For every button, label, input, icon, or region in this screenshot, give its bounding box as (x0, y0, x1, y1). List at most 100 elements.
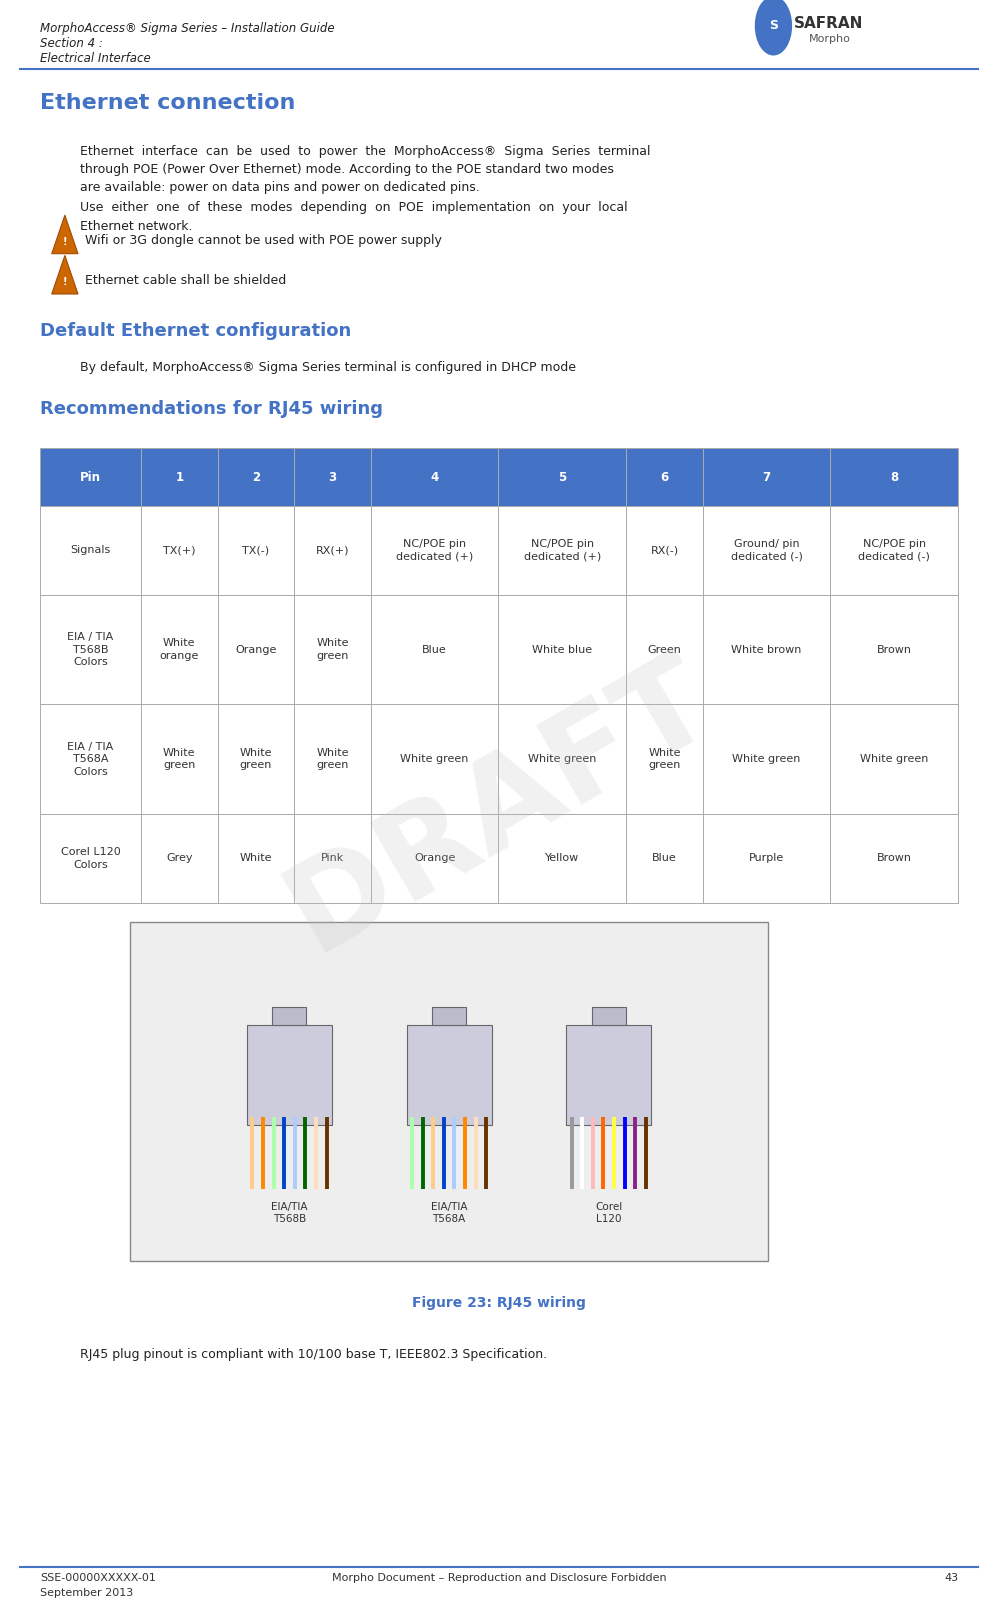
Bar (703, 814, 830, 903)
Text: RJ45 plug pinout is compliant with 10/100 base T, IEEE802.3 Specification.: RJ45 plug pinout is compliant with 10/10… (80, 1348, 547, 1361)
Bar (432, 1008, 466, 1025)
Bar (626, 704, 703, 814)
Text: Orange: Orange (414, 853, 455, 864)
Text: !: ! (63, 277, 67, 287)
Bar (371, 506, 498, 595)
Polygon shape (52, 255, 78, 293)
Text: Corel L120
Colors: Corel L120 Colors (61, 848, 121, 869)
Text: Pink: Pink (321, 853, 344, 864)
Bar (218, 595, 294, 704)
Bar (626, 448, 703, 506)
Bar (294, 704, 371, 814)
Text: SSE-00000XXXXX-01: SSE-00000XXXXX-01 (40, 1573, 156, 1583)
Text: Recommendations for RJ45 wiring: Recommendations for RJ45 wiring (40, 400, 383, 418)
Bar (498, 814, 626, 903)
Text: EIA / TIA
T568A
Colors: EIA / TIA T568A Colors (67, 742, 114, 777)
Text: White
green: White green (316, 748, 348, 771)
Text: 8: 8 (890, 471, 898, 484)
Text: Yellow: Yellow (545, 853, 580, 864)
Text: Wifi or 3G dongle cannot be used with POE power supply: Wifi or 3G dongle cannot be used with PO… (85, 234, 442, 247)
Bar (248, 1025, 331, 1125)
Bar (830, 506, 958, 595)
Bar (141, 814, 218, 903)
Bar (371, 448, 498, 506)
Text: Ground/ pin
dedicated (-): Ground/ pin dedicated (-) (731, 540, 802, 561)
Bar (626, 595, 703, 704)
Bar (830, 448, 958, 506)
Text: Ethernet connection: Ethernet connection (40, 93, 295, 113)
Bar (218, 814, 294, 903)
Bar (294, 506, 371, 595)
Text: NC/POE pin
dedicated (+): NC/POE pin dedicated (+) (524, 540, 601, 561)
Text: Corel
L120: Corel L120 (595, 1203, 623, 1224)
Bar (40, 704, 141, 814)
Bar (218, 704, 294, 814)
Text: 3: 3 (328, 471, 336, 484)
Text: SAFRAN: SAFRAN (793, 16, 863, 31)
Text: S: S (768, 19, 778, 32)
Text: MorphoAccess® Sigma Series – Installation Guide: MorphoAccess® Sigma Series – Installatio… (40, 21, 334, 35)
Text: White green: White green (528, 754, 597, 764)
Bar (40, 448, 141, 506)
Text: White
green: White green (648, 748, 681, 771)
Circle shape (755, 0, 791, 55)
Text: White
green: White green (163, 748, 196, 771)
Text: White green: White green (400, 754, 469, 764)
Text: Figure 23: RJ45 wiring: Figure 23: RJ45 wiring (412, 1296, 586, 1311)
Text: TX(+): TX(+) (163, 545, 196, 556)
Text: 4: 4 (430, 471, 439, 484)
Bar (272, 1008, 306, 1025)
Text: !: ! (63, 237, 67, 247)
Bar (371, 814, 498, 903)
Bar (626, 814, 703, 903)
Bar (592, 1008, 626, 1025)
Text: Green: Green (648, 645, 682, 654)
Bar (294, 595, 371, 704)
Text: White
green: White green (240, 748, 272, 771)
Text: TX(-): TX(-) (243, 545, 269, 556)
Text: White
green: White green (316, 638, 348, 661)
Bar (40, 814, 141, 903)
Text: Signals: Signals (70, 545, 111, 556)
Bar (626, 506, 703, 595)
Text: 6: 6 (661, 471, 669, 484)
Text: NC/POE pin
dedicated (+): NC/POE pin dedicated (+) (396, 540, 473, 561)
Bar (40, 595, 141, 704)
Bar (130, 922, 768, 1261)
Text: Blue: Blue (422, 645, 447, 654)
Text: Ethernet  interface  can  be  used  to  power  the  MorphoAccess®  Sigma  Series: Ethernet interface can be used to power … (80, 145, 651, 193)
Text: Section 4 :: Section 4 : (40, 37, 103, 50)
Bar (567, 1025, 651, 1125)
Text: DRAFT: DRAFT (266, 637, 732, 975)
Bar (498, 506, 626, 595)
Text: Grey: Grey (166, 853, 193, 864)
Text: Orange: Orange (236, 645, 276, 654)
Bar (371, 595, 498, 704)
Text: Blue: Blue (652, 853, 677, 864)
Bar (498, 704, 626, 814)
Bar (141, 704, 218, 814)
Bar (141, 448, 218, 506)
Text: EIA/TIA
T568B: EIA/TIA T568B (271, 1203, 307, 1224)
Text: RX(-): RX(-) (651, 545, 679, 556)
Text: Pin: Pin (80, 471, 101, 484)
Text: White green: White green (860, 754, 928, 764)
Bar (407, 1025, 491, 1125)
Bar (218, 506, 294, 595)
Text: September 2013: September 2013 (40, 1588, 133, 1597)
Text: 7: 7 (762, 471, 770, 484)
Text: White: White (240, 853, 272, 864)
Bar (498, 595, 626, 704)
Text: White blue: White blue (532, 645, 593, 654)
Text: Brown: Brown (877, 645, 912, 654)
Text: Morpho Document – Reproduction and Disclosure Forbidden: Morpho Document – Reproduction and Discl… (331, 1573, 667, 1583)
Bar (40, 506, 141, 595)
Text: NC/POE pin
dedicated (-): NC/POE pin dedicated (-) (858, 540, 930, 561)
Bar (830, 704, 958, 814)
Text: Brown: Brown (877, 853, 912, 864)
Text: White
orange: White orange (160, 638, 199, 661)
Text: EIA/TIA
T568A: EIA/TIA T568A (431, 1203, 467, 1224)
Text: Electrical Interface: Electrical Interface (40, 52, 151, 64)
Text: 5: 5 (558, 471, 567, 484)
Text: RX(+): RX(+) (315, 545, 349, 556)
